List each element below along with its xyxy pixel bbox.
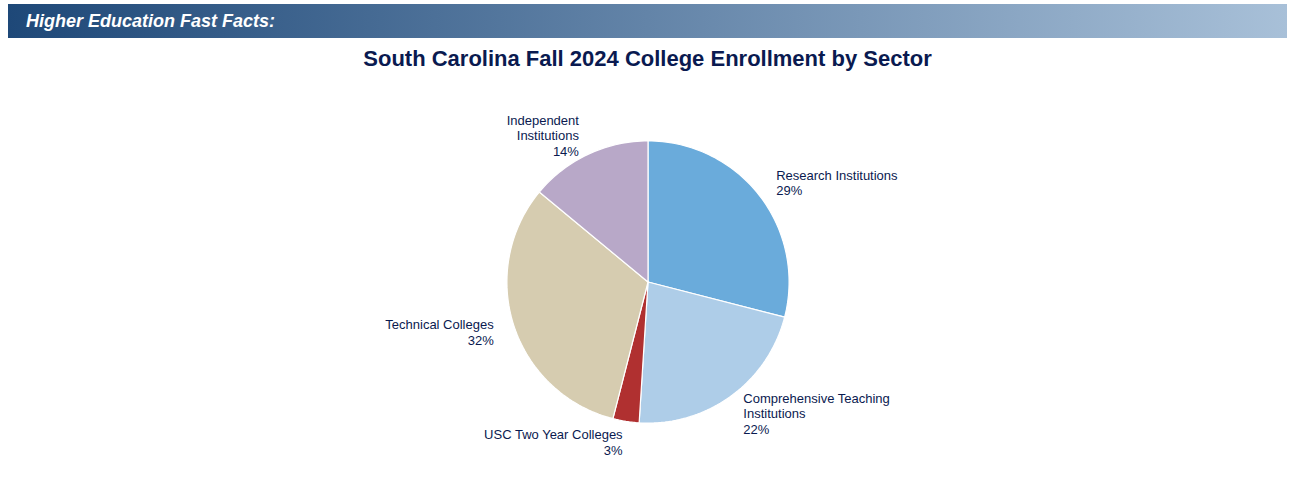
html-text:Higher Education Fast Facts:: Higher Education Fast Facts:: [26, 11, 275, 31]
svg-text:IndependentInstitutions14%: IndependentInstitutions14%: [507, 113, 580, 159]
svg-text:USC Two Year Colleges3%: USC Two Year Colleges3%: [484, 427, 623, 458]
html-text:South Carolina Fall 2024 Colle: South Carolina Fall 2024 College Enrollm…: [363, 46, 932, 71]
svg-text:Research Institutions29%: Research Institutions29%: [776, 168, 898, 199]
svg-text:Comprehensive TeachingInstitut: Comprehensive TeachingInstitutions22%: [743, 391, 889, 437]
svg-text:Technical Colleges32%: Technical Colleges32%: [385, 317, 494, 348]
